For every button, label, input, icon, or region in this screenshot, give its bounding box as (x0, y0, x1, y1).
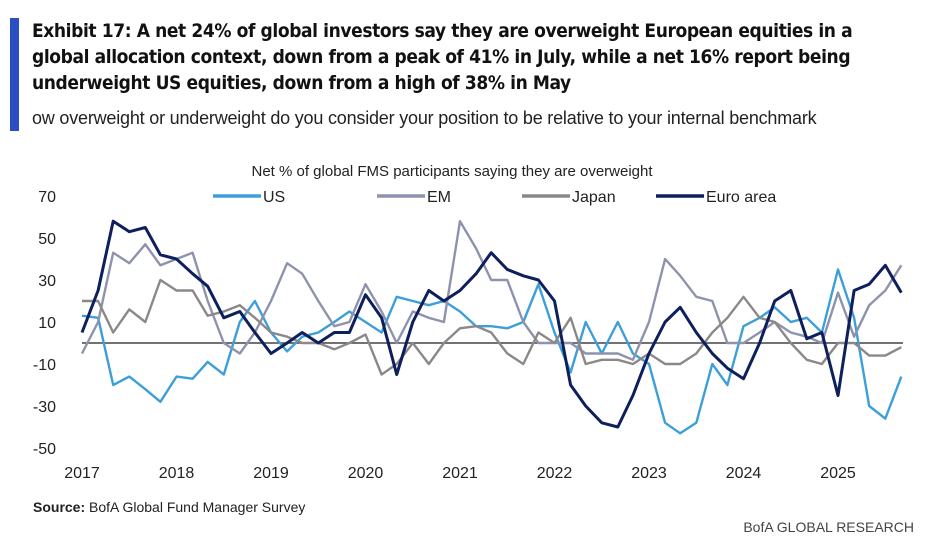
exhibit-subtitle: ow overweight or underweight do you cons… (32, 108, 817, 128)
x-axis: 2017 2018 2019 2020 2021 2022 2023 2024 2025 (64, 465, 856, 482)
legend-item-em: EM (377, 189, 451, 206)
y-tick-label: 50 (38, 231, 56, 248)
x-tick-label: 2017 (64, 465, 100, 482)
legend-label: US (263, 189, 285, 206)
x-tick-label: 2022 (537, 465, 573, 482)
legend-label: Euro area (706, 189, 776, 206)
series-line-us (81, 268, 903, 435)
series-lines (80, 219, 903, 435)
source-text: BofA Global Fund Manager Survey (85, 499, 306, 515)
y-tick-label: -10 (33, 357, 56, 374)
x-tick-label: 2023 (631, 465, 667, 482)
x-tick-label: 2018 (159, 465, 195, 482)
source-note: Source: BofA Global Fund Manager Survey (33, 499, 305, 515)
y-tick-label: 10 (38, 315, 56, 332)
x-tick-label: 2024 (726, 465, 762, 482)
series-line-japan (82, 278, 902, 376)
x-tick-label: 2025 (820, 465, 856, 482)
y-tick-label: -50 (33, 441, 56, 458)
x-tick-label: 2020 (348, 465, 384, 482)
source-label: Source: (33, 499, 86, 515)
brand-label: BofA GLOBAL RESEARCH (743, 519, 914, 535)
y-tick-label: 70 (38, 189, 56, 206)
legend-item-us: US (213, 189, 285, 206)
legend-label: Japan (572, 189, 616, 206)
chart-title: Net % of global FMS participants saying … (251, 163, 653, 180)
y-tick-label: -30 (33, 399, 56, 416)
series-line-em (80, 219, 903, 361)
legend-item-japan: Japan (522, 189, 616, 206)
x-tick-label: 2019 (253, 465, 289, 482)
legend-label: EM (427, 189, 451, 206)
exhibit-title: Exhibit 17: A net 24% of global investor… (32, 20, 853, 94)
legend: US EM Japan Euro area (213, 189, 776, 206)
accent-bar (10, 18, 19, 131)
y-axis: 70 50 30 10 -10 -30 -50 (33, 189, 56, 458)
x-tick-label: 2021 (442, 465, 478, 482)
series-line-euro-area (80, 219, 903, 429)
legend-item-euro-area: Euro area (656, 189, 776, 206)
y-tick-label: 30 (38, 273, 56, 290)
